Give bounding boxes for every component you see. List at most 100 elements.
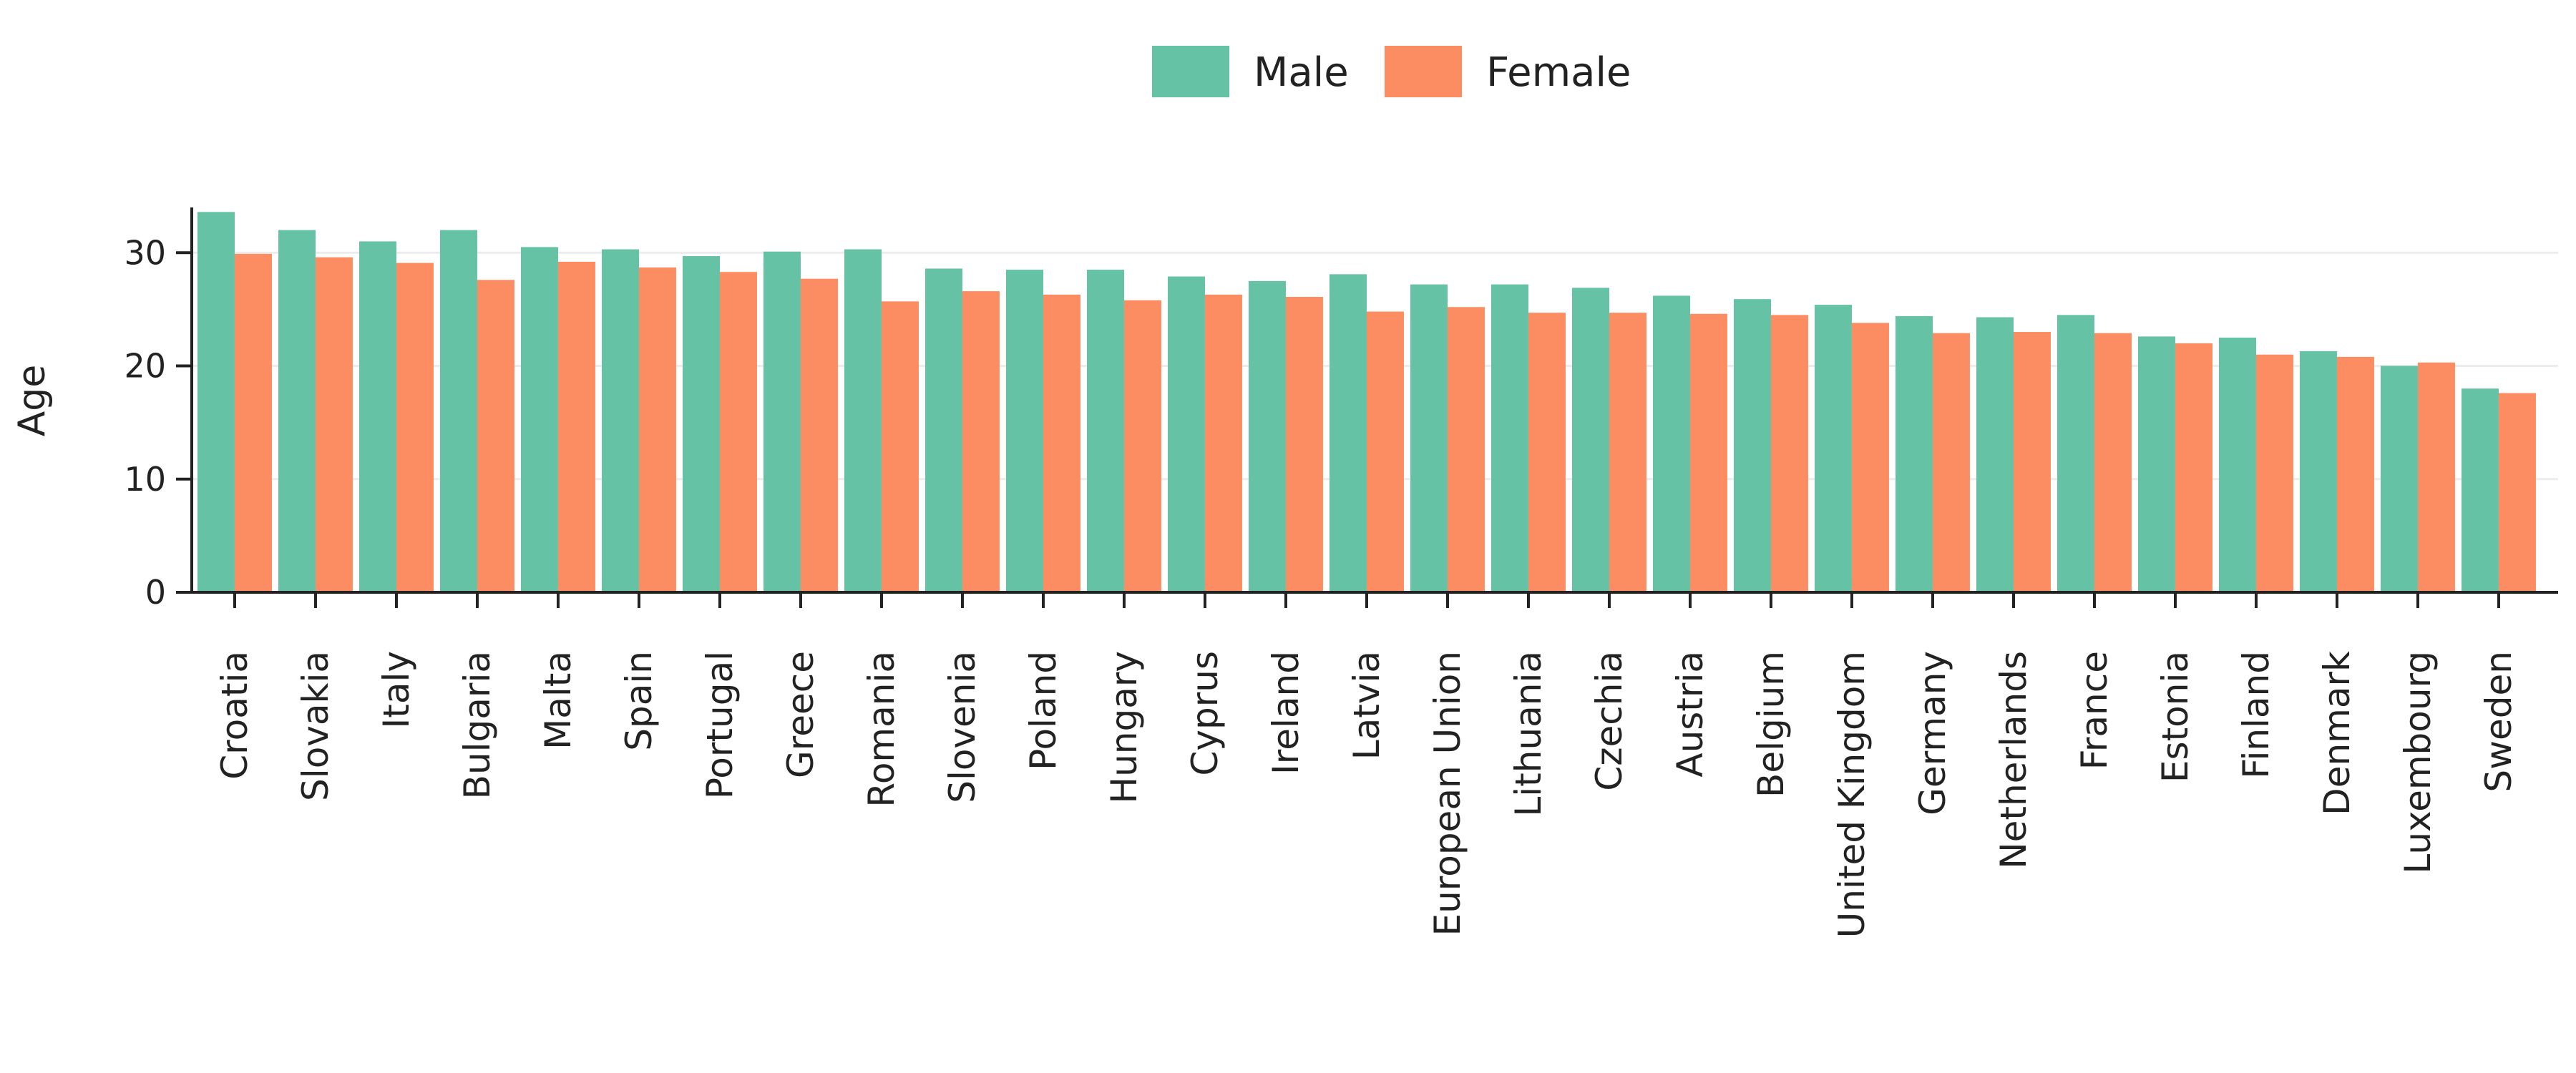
bar-female-cyprus	[1204, 294, 1242, 592]
axes	[190, 207, 2558, 594]
x-tick-label: France	[2074, 651, 2115, 770]
bar-male-malta	[521, 247, 558, 592]
bar-female-slovenia	[962, 291, 1000, 592]
x-tick-label: Greece	[780, 651, 821, 778]
bar-male-latvia	[1330, 274, 1367, 592]
bar-male-france	[2057, 315, 2094, 592]
bar-male-romania	[844, 249, 882, 592]
legend: Male Female	[1152, 46, 1631, 97]
bar-male-cyprus	[1168, 276, 1205, 592]
bar-male-denmark	[2300, 351, 2337, 592]
bar-male-lithuania	[1491, 284, 1528, 592]
bar-female-united-kingdom	[1851, 323, 1889, 592]
bar-female-croatia	[234, 253, 272, 592]
bar-female-austria	[1689, 313, 1727, 592]
bar-male-austria	[1653, 295, 1690, 592]
x-tick-label: Luxembourg	[2397, 651, 2439, 874]
bar-male-european-union	[1410, 284, 1448, 592]
bar-female-belgium	[1770, 315, 1808, 592]
bar-male-belgium	[1734, 299, 1771, 592]
y-tick-label: 20	[124, 347, 166, 386]
bar-male-spain	[602, 249, 639, 592]
x-tick-label: Latvia	[1346, 651, 1387, 760]
x-tick-label: Germany	[1912, 651, 1953, 815]
x-tick-label: United Kingdom	[1831, 651, 1873, 938]
legend-label-female: Female	[1486, 49, 1631, 96]
bar-female-latvia	[1366, 311, 1404, 592]
bar-male-estonia	[2138, 336, 2175, 592]
x-tick-label: Netherlands	[1993, 651, 2034, 869]
x-tick-label: Belgium	[1750, 651, 1792, 798]
x-tick-label: Croatia	[214, 651, 255, 780]
x-tick-label: Bulgaria	[457, 651, 498, 799]
bar-male-ireland	[1249, 280, 1286, 592]
x-tick-label: Estonia	[2155, 651, 2196, 783]
x-tick-label: Cyprus	[1184, 651, 1226, 776]
bar-male-portugal	[683, 256, 720, 592]
bar-female-lithuania	[1528, 313, 1566, 592]
bar-female-czechia	[1609, 313, 1646, 592]
x-tick-label: Poland	[1023, 651, 1064, 770]
bar-male-greece	[763, 251, 801, 592]
y-tick-label: 10	[124, 460, 166, 499]
y-axis-title: Age	[11, 365, 54, 437]
legend-swatch-male	[1152, 46, 1229, 97]
bar-female-european-union	[1447, 307, 1485, 592]
bar-female-bulgaria	[477, 280, 514, 592]
x-tick-label: Lithuania	[1508, 651, 1549, 817]
x-tick-label: Hungary	[1103, 651, 1145, 804]
bar-male-sweden	[2462, 388, 2499, 592]
bar-male-finland	[2219, 337, 2256, 592]
bar-female-finland	[2255, 354, 2293, 592]
x-tick-label: Slovakia	[295, 651, 336, 801]
x-tick-label: Denmark	[2316, 651, 2358, 815]
x-tick-label: Czechia	[1589, 651, 1630, 791]
bar-female-portugal	[719, 272, 757, 592]
x-tick-label: Romania	[861, 651, 902, 808]
y-tick-labels: 0 10 20 30	[124, 233, 192, 612]
bar-female-poland	[1043, 294, 1080, 592]
bar-male-netherlands	[1976, 317, 2014, 592]
bar-female-netherlands	[2013, 332, 2051, 592]
bar-female-greece	[800, 278, 838, 592]
bar-male-luxembourg	[2381, 366, 2418, 592]
bar-female-slovakia	[315, 257, 353, 592]
bar-female-luxembourg	[2417, 362, 2455, 592]
y-tick-label: 30	[124, 233, 166, 272]
bar-female-france	[2094, 333, 2132, 592]
bar-male-slovakia	[278, 230, 316, 592]
bar-male-italy	[359, 241, 396, 592]
bar-female-ireland	[1285, 297, 1323, 592]
bar-female-italy	[396, 263, 434, 592]
bar-female-spain	[638, 267, 676, 592]
bar-male-united-kingdom	[1815, 305, 1852, 592]
x-tick-label: Sweden	[2478, 651, 2519, 793]
bar-male-czechia	[1572, 288, 1609, 592]
bar-female-hungary	[1123, 300, 1161, 592]
bar-female-estonia	[2175, 343, 2212, 592]
bar-male-croatia	[197, 212, 235, 592]
bar-male-germany	[1896, 315, 1933, 592]
x-tick-label: European Union	[1427, 651, 1468, 936]
bar-male-hungary	[1087, 270, 1124, 592]
bars	[197, 212, 2536, 592]
x-tick-label: Austria	[1669, 651, 1711, 778]
y-tick-label: 0	[145, 573, 166, 612]
bar-female-malta	[557, 261, 595, 592]
bar-female-romania	[881, 301, 919, 592]
legend-swatch-female	[1385, 46, 1462, 97]
x-tick-label: Portugal	[699, 651, 741, 799]
bar-female-sweden	[2498, 393, 2536, 592]
bar-male-slovenia	[925, 268, 962, 592]
bar-male-poland	[1006, 270, 1043, 592]
x-tick-label: Finland	[2235, 651, 2277, 779]
x-tick-labels: Croatia Slovakia Italy Bulgaria Malta Spain Po…	[214, 592, 2519, 938]
x-tick-label: Spain	[618, 651, 660, 751]
x-tick-label: Italy	[376, 651, 417, 728]
x-tick-label: Malta	[537, 651, 579, 750]
bar-female-germany	[1932, 333, 1970, 592]
bar-male-bulgaria	[440, 230, 477, 592]
legend-label-male: Male	[1254, 49, 1349, 96]
bar-female-denmark	[2336, 356, 2374, 592]
